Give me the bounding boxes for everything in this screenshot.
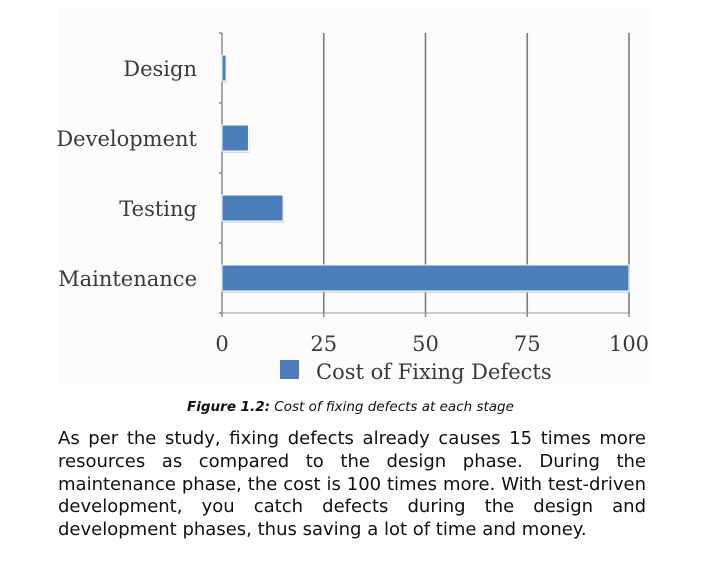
figure-label: Figure 1.2: [187, 399, 270, 415]
body-paragraph: As per the study, fixing defects already… [58, 428, 646, 541]
bar-chart: Design Development Testing Maintenance 0 25 50… [56, 8, 651, 385]
chart-area: Design Development Testing Maintenance 0 25 50… [56, 8, 651, 385]
bar [221, 54, 227, 82]
figure-caption: Figure 1.2: Cost of fixing defects at ea… [0, 399, 701, 415]
category-label: Development [56, 127, 197, 151]
chart-background [58, 8, 651, 385]
x-tick-label: 0 [215, 332, 228, 356]
category-label: Maintenance [58, 267, 197, 291]
category-label: Testing [119, 197, 197, 221]
x-tick-label: 25 [310, 332, 337, 356]
bar [221, 264, 630, 292]
category-label: Design [123, 57, 197, 81]
legend-swatch [280, 360, 299, 379]
x-tick-label: 75 [514, 332, 541, 356]
bar [221, 194, 284, 222]
x-tick-label: 100 [609, 332, 649, 356]
x-tick-label: 50 [412, 332, 439, 356]
bar [221, 124, 249, 152]
figure-caption-text: Cost of fixing defects at each stage [274, 399, 514, 415]
legend-label: Cost of Fixing Defects [316, 360, 552, 384]
